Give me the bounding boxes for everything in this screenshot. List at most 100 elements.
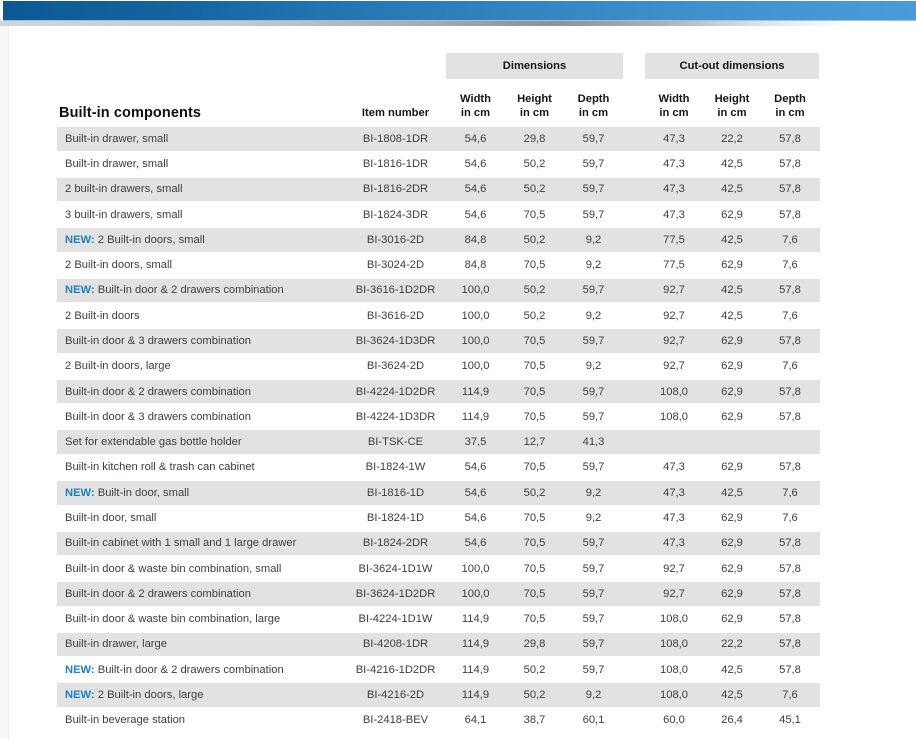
- dim-depth-value: 59,7: [582, 132, 605, 145]
- dim-height-value: 70,5: [523, 613, 546, 626]
- cutout-width-value: 47,3: [663, 158, 685, 171]
- dim-height-value: 29,8: [523, 132, 546, 145]
- dim-height-value: 70,5: [523, 410, 546, 423]
- cutout-width-value: 47,3: [663, 512, 685, 525]
- dim-depth-value: 41,3: [582, 436, 605, 449]
- cutout-depth-value: 57,8: [779, 208, 801, 221]
- dim-height-value: 50,2: [523, 284, 546, 297]
- dim-depth-value: 9,2: [585, 309, 602, 322]
- item-number: BI-3616-1D2DR: [355, 284, 436, 297]
- table-row: 2 built-in drawers, small BI-1816-2DR 54…: [57, 177, 820, 202]
- dim-height-value: 70,5: [523, 360, 546, 373]
- table-row: Built-in door & 3 drawers combination BI…: [57, 329, 820, 353]
- group-header-row: Dimensions Cut-out dimensions: [57, 53, 820, 79]
- dim-width-value: 100,0: [461, 562, 490, 575]
- component-name: NEW: Built-in door & 2 drawers combinati…: [57, 664, 345, 676]
- cutout-width-value: 92,7: [663, 360, 685, 373]
- new-flag: NEW:: [65, 284, 98, 297]
- dim-width-value: 54,6: [464, 486, 487, 499]
- cutout-height-value: 22,2: [721, 638, 743, 651]
- column-header-depth: Depth in cm: [564, 92, 623, 127]
- page-title: Built-in components: [59, 105, 202, 121]
- item-number: BI-4224-1D2DR: [355, 385, 436, 398]
- cutout-depth-value: 57,8: [779, 537, 801, 550]
- table-row: Built-in door & waste bin combination, s…: [57, 557, 820, 581]
- component-name-text: Built-in drawer, small: [65, 132, 169, 145]
- cutout-height-value: 42,5: [721, 663, 743, 676]
- cutout-height-value: 62,9: [721, 360, 743, 373]
- cutout-depth-value: 57,8: [779, 158, 801, 171]
- table-row: NEW: Built-in door & 2 drawers combinati…: [57, 658, 820, 682]
- table-row: Built-in kitchen roll & trash can cabine…: [57, 456, 820, 480]
- component-name-text: 3 built-in drawers, small: [65, 208, 183, 221]
- cutout-height-value: 62,9: [721, 537, 743, 550]
- dim-height-value: 70,5: [523, 208, 546, 221]
- component-name-text: Built-in door, small: [65, 512, 157, 525]
- dim-depth-value: 59,7: [582, 537, 605, 550]
- component-name-text: 2 built-in drawers, small: [65, 183, 183, 196]
- table-row: Built-in drawer, small BI-1808-1DR 54,6 …: [57, 127, 820, 151]
- cutout-group-header: Cut-out dimensions: [645, 53, 819, 79]
- column-header-cutout-width-line1: Width: [658, 92, 690, 105]
- dim-width-value: 84,8: [464, 233, 487, 246]
- item-number: BI-3616-2D: [366, 309, 425, 322]
- dim-depth-value: 9,2: [585, 360, 602, 373]
- column-header-cutout-height-line1: Height: [714, 92, 750, 105]
- component-name-text: Set for extendable gas bottle holder: [65, 436, 242, 449]
- table-row: Built-in beverage station BI-2418-BEV 64…: [57, 708, 820, 732]
- component-name-text: Built-in cabinet with 1 small and 1 larg…: [65, 537, 297, 550]
- table-row: NEW: 2 Built-in doors, small BI-3016-2D …: [57, 228, 820, 252]
- cutout-depth-value: 57,8: [779, 461, 801, 474]
- component-name-text: 2 Built-in doors, large: [65, 360, 171, 373]
- column-header-cutout-width-unit: in cm: [659, 107, 689, 120]
- component-name: Built-in beverage station: [57, 714, 345, 726]
- item-number: BI-1824-1W: [365, 461, 426, 474]
- dim-width-value: 54,6: [464, 208, 487, 221]
- component-name: Built-in door & waste bin combination, s…: [57, 563, 345, 575]
- item-number: BI-3016-2D: [366, 233, 425, 246]
- cutout-depth-value: 7,6: [782, 259, 798, 272]
- cutout-depth-value: 7,6: [782, 360, 798, 373]
- brand-gradient-bar: [3, 1, 916, 21]
- dim-width-value: 54,6: [464, 512, 487, 525]
- dim-height-value: 70,5: [523, 562, 546, 575]
- cutout-width-value: 92,7: [663, 335, 685, 348]
- dim-height-value: 70,5: [523, 512, 546, 525]
- column-header-height: Height in cm: [505, 92, 564, 127]
- component-name: Built-in drawer, small: [57, 158, 345, 170]
- component-name: Built-in door & 3 drawers combination: [57, 335, 345, 347]
- column-header-cutout-depth-line1: Depth: [774, 92, 806, 105]
- dim-width-value: 84,8: [464, 259, 487, 272]
- dim-depth-value: 9,2: [585, 233, 602, 246]
- dim-height-value: 50,2: [523, 233, 546, 246]
- table-row: Built-in cabinet with 1 small and 1 larg…: [57, 531, 820, 556]
- component-name-text: Built-in kitchen roll & trash can cabine…: [65, 461, 255, 474]
- cutout-height-value: 42,5: [721, 233, 743, 246]
- item-number: BI-1816-1D: [366, 486, 425, 499]
- cutout-width-value: 47,3: [663, 208, 685, 221]
- cutout-depth-value: 57,8: [779, 132, 801, 145]
- dim-width-value: 64,1: [464, 714, 487, 727]
- cutout-height-value: 62,9: [721, 410, 743, 423]
- new-flag: NEW:: [65, 486, 98, 499]
- dim-width-value: 54,6: [464, 132, 487, 145]
- table-row: Built-in door & 2 drawers combination BI…: [57, 582, 820, 606]
- dim-height-value: 50,2: [523, 663, 546, 676]
- cutout-depth-value: 57,8: [779, 183, 801, 196]
- cutout-depth-value: 57,8: [779, 638, 801, 651]
- table-body: Built-in drawer, small BI-1808-1DR 54,6 …: [57, 127, 820, 732]
- column-header-cutout-height-unit: in cm: [717, 107, 747, 120]
- column-header-height-unit: in cm: [519, 107, 550, 120]
- cutout-height-value: 62,9: [721, 461, 743, 474]
- component-name: Built-in kitchen roll & trash can cabine…: [57, 461, 345, 473]
- dim-height-value: 12,7: [523, 436, 546, 449]
- dim-width-value: 114,9: [461, 663, 490, 676]
- dim-width-value: 54,6: [464, 461, 487, 474]
- cutout-width-value: 92,7: [663, 562, 685, 575]
- dim-depth-value: 59,7: [582, 587, 605, 600]
- page-left-edge: [0, 0, 9, 739]
- cutout-depth-value: 57,8: [779, 284, 801, 297]
- dim-width-value: 114,9: [461, 613, 490, 626]
- dim-depth-value: 59,7: [582, 562, 605, 575]
